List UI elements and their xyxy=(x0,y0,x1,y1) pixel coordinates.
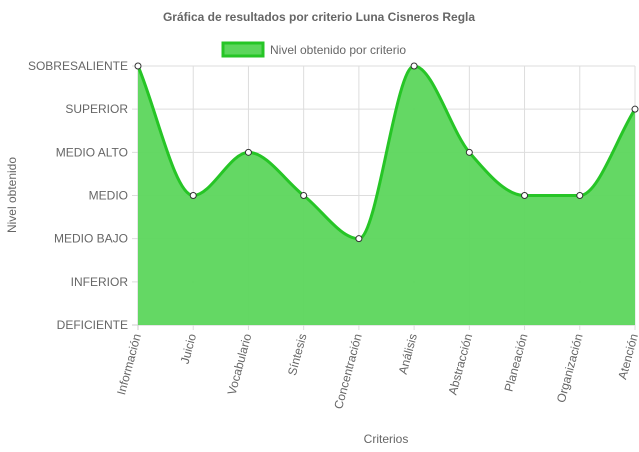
x-tick-label: Vocabulario xyxy=(225,332,255,397)
data-point-3[interactable] xyxy=(300,192,308,199)
data-point-0[interactable] xyxy=(134,62,142,70)
x-tick-label: Atención xyxy=(615,332,639,381)
legend[interactable]: Nivel obtenido por criterio xyxy=(221,41,406,58)
y-tick-label: SOBRESALIENTE xyxy=(28,59,128,73)
data-point-9[interactable] xyxy=(631,105,639,113)
x-tick-label: Juicio xyxy=(178,332,200,366)
y-tick-label: DEFICIENTE xyxy=(57,318,128,332)
x-axis-ticks: Información Juicio Vocabulario Síntesis Conc… xyxy=(114,332,639,411)
y-tick-label: MEDIO xyxy=(89,189,128,203)
x-tick-label: Organización xyxy=(554,332,586,404)
x-tick-label: Análisis xyxy=(396,332,420,376)
series-line xyxy=(136,64,637,241)
data-point-1[interactable] xyxy=(189,192,197,199)
y-tick-label: MEDIO BAJO xyxy=(54,232,128,246)
x-tick-label: Información xyxy=(114,332,144,396)
x-tick-label: Planeación xyxy=(502,332,531,393)
data-point-6[interactable] xyxy=(465,148,473,156)
y-tick-label: MEDIO ALTO xyxy=(56,145,128,159)
data-point-4[interactable] xyxy=(355,235,363,243)
chart-title: Gráfica de resultados por criterio Luna … xyxy=(163,10,475,24)
y-tick-label: INFERIOR xyxy=(71,275,129,289)
series-area xyxy=(138,66,635,325)
data-point-7[interactable] xyxy=(521,192,529,199)
x-tick-label: Abstracción xyxy=(445,332,475,396)
y-axis-ticks: DEFICIENTE INFERIOR MEDIO BAJO MEDIO MEDIO A… xyxy=(28,59,128,332)
y-tick-label: SUPERIOR xyxy=(65,102,128,116)
data-point-8[interactable] xyxy=(576,192,584,199)
x-tick-label: Síntesis xyxy=(285,332,310,377)
x-axis-title: Criterios xyxy=(364,432,409,446)
data-point-2[interactable] xyxy=(244,148,252,156)
data-point-5[interactable] xyxy=(410,62,418,70)
legend-swatch xyxy=(221,41,265,58)
plot-area xyxy=(134,62,639,325)
y-axis-title: Nivel obtenido xyxy=(5,157,19,233)
x-tick-label: Concentración xyxy=(331,332,365,410)
legend-label: Nivel obtenido por criterio xyxy=(270,43,406,57)
